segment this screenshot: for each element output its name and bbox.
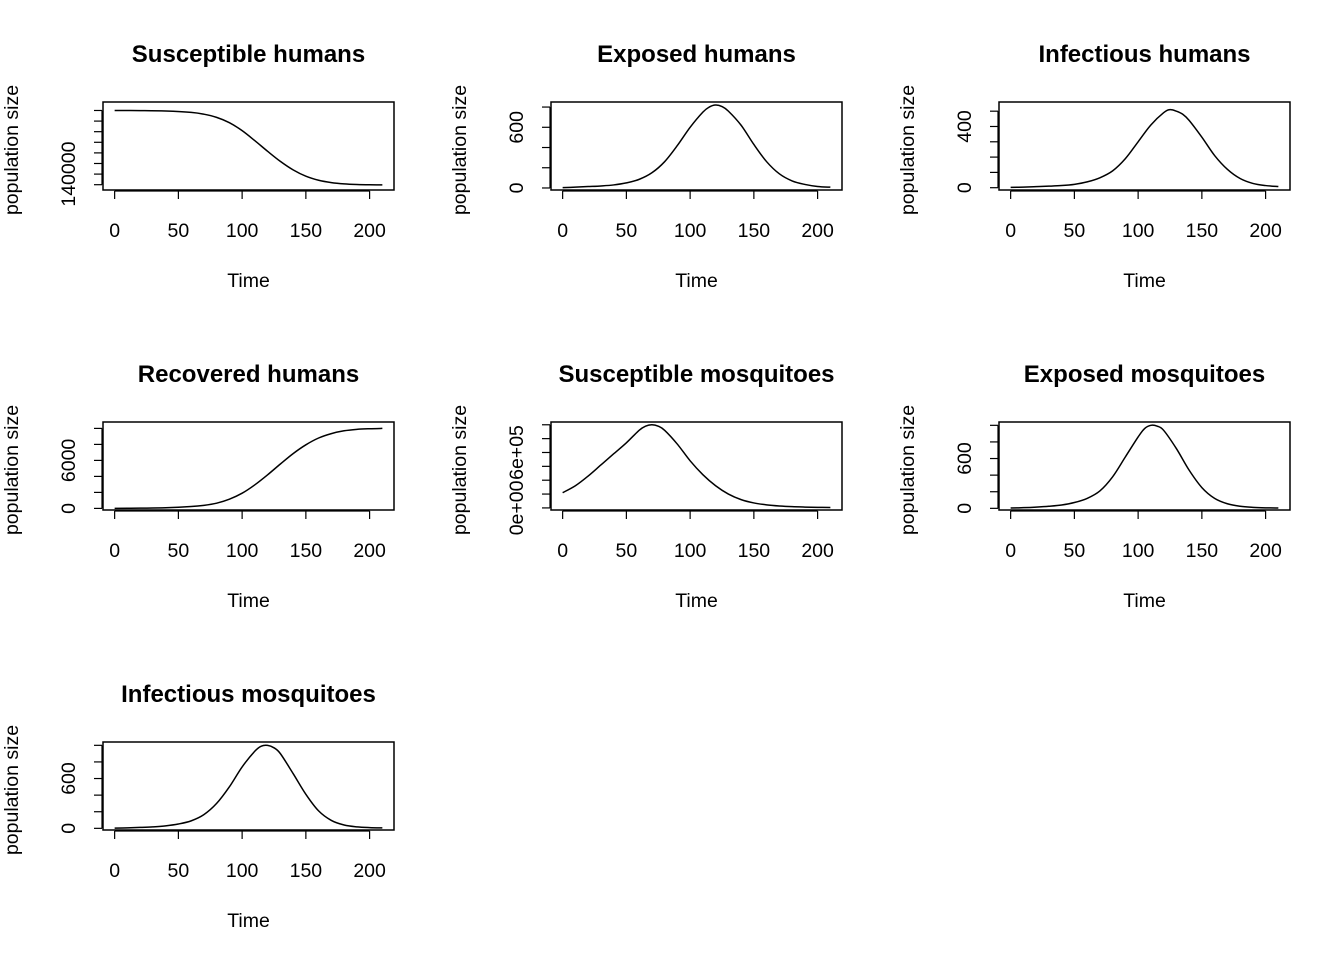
- plot-frame: [102, 421, 395, 511]
- x-tick-label: 150: [290, 540, 323, 562]
- x-tick-label: 0: [109, 540, 120, 562]
- x-axis-label: Time: [227, 910, 270, 932]
- y-tick-label: 6000: [58, 439, 80, 483]
- x-tick-label: 150: [290, 220, 323, 242]
- y-tick-label: 6e+05: [506, 425, 528, 480]
- x-axis-label: Time: [227, 270, 270, 292]
- x-tick-label: 50: [168, 860, 190, 882]
- plot-frame: [998, 101, 1291, 191]
- y-tick-label: 0: [954, 182, 976, 193]
- panel-title: Susceptible mosquitoes: [558, 361, 834, 388]
- y-axis-label: population size: [1, 725, 23, 855]
- x-tick-label: 150: [1186, 540, 1219, 562]
- y-axis-label: population size: [897, 85, 919, 215]
- panel-title: Exposed mosquitoes: [1024, 361, 1265, 388]
- x-tick-label: 100: [1122, 540, 1155, 562]
- x-axis-label: Time: [675, 270, 718, 292]
- x-tick-label: 150: [738, 540, 771, 562]
- x-tick-label: 0: [1005, 540, 1016, 562]
- x-tick-label: 100: [226, 540, 259, 562]
- series-line: [114, 109, 383, 186]
- y-tick-label: 400: [954, 110, 976, 143]
- x-tick-label: 200: [801, 540, 834, 562]
- series-line: [114, 427, 383, 510]
- panel-5: Susceptible mosquitoes 0 50 100 150 200 Time 0e…: [449, 361, 843, 612]
- panel-6: Exposed mosquitoes 0 50 100 150 200 Time 0 600 po…: [897, 361, 1291, 612]
- x-tick-label: 50: [616, 540, 638, 562]
- x-axis-label: Time: [1123, 270, 1166, 292]
- series-line: [1010, 424, 1279, 509]
- y-tick-label: 0: [954, 503, 976, 514]
- y-tick-label: 0: [506, 182, 528, 193]
- plot-frame: [102, 741, 395, 831]
- y-tick-label: 600: [954, 442, 976, 475]
- y-tick-label: 600: [58, 762, 80, 795]
- x-tick-label: 150: [290, 860, 323, 882]
- panel-4: Recovered humans 0 50 100 150 200 Time 0 6000 pop…: [1, 361, 395, 612]
- y-axis-label: population size: [1, 85, 23, 215]
- series-line: [1010, 108, 1279, 189]
- y-tick-label: 0e+00: [506, 480, 528, 535]
- panel-title: Susceptible humans: [132, 41, 365, 68]
- x-tick-label: 200: [353, 220, 386, 242]
- y-tick-label: 0: [58, 823, 80, 834]
- y-axis-label: population size: [449, 405, 471, 535]
- panel-7: Infectious mosquitoes 0 50 100 150 200 Time 0 60…: [1, 681, 395, 932]
- x-tick-label: 50: [168, 540, 190, 562]
- panel-title: Exposed humans: [597, 41, 796, 68]
- x-tick-label: 100: [674, 220, 707, 242]
- x-axis-label: Time: [675, 590, 718, 612]
- plot-frame: [550, 101, 843, 191]
- series-line: [562, 424, 831, 509]
- x-tick-label: 200: [1249, 220, 1282, 242]
- x-tick-label: 200: [801, 220, 834, 242]
- x-tick-label: 100: [674, 540, 707, 562]
- panel-title: Recovered humans: [138, 361, 359, 388]
- panel-2: Exposed humans 0 50 100 150 200 Time 0 600 popula…: [449, 41, 843, 292]
- plot-frame: [998, 421, 1291, 511]
- x-tick-label: 200: [353, 540, 386, 562]
- y-tick-label: 0: [58, 503, 80, 514]
- y-tick-label: 600: [506, 111, 528, 144]
- y-axis-label: population size: [897, 405, 919, 535]
- series-line: [562, 104, 831, 189]
- panel-1: Susceptible humans 0 50 100 150 200 Time 140000…: [1, 41, 395, 292]
- x-tick-label: 0: [557, 220, 568, 242]
- x-tick-label: 200: [353, 860, 386, 882]
- x-tick-label: 50: [1064, 220, 1086, 242]
- x-tick-label: 150: [1186, 220, 1219, 242]
- x-tick-label: 50: [168, 220, 190, 242]
- x-tick-label: 0: [109, 220, 120, 242]
- panel-3: Infectious humans 0 50 100 150 200 Time 0 400 pop…: [897, 41, 1291, 292]
- x-axis-label: Time: [1123, 590, 1166, 612]
- x-tick-label: 50: [1064, 540, 1086, 562]
- series-line: [114, 744, 383, 829]
- x-tick-label: 0: [1005, 220, 1016, 242]
- panel-title: Infectious humans: [1038, 41, 1250, 68]
- plot-frame: [102, 101, 395, 191]
- x-tick-label: 150: [738, 220, 771, 242]
- x-tick-label: 100: [1122, 220, 1155, 242]
- x-tick-label: 100: [226, 220, 259, 242]
- y-tick-label: 140000: [58, 141, 80, 206]
- x-tick-label: 200: [1249, 540, 1282, 562]
- x-tick-label: 50: [616, 220, 638, 242]
- x-tick-label: 100: [226, 860, 259, 882]
- y-axis-label: population size: [449, 85, 471, 215]
- panel-title: Infectious mosquitoes: [121, 681, 376, 708]
- x-tick-label: 0: [557, 540, 568, 562]
- y-axis-label: population size: [1, 405, 23, 535]
- plot-frame: [550, 421, 843, 511]
- x-axis-label: Time: [227, 590, 270, 612]
- x-tick-label: 0: [109, 860, 120, 882]
